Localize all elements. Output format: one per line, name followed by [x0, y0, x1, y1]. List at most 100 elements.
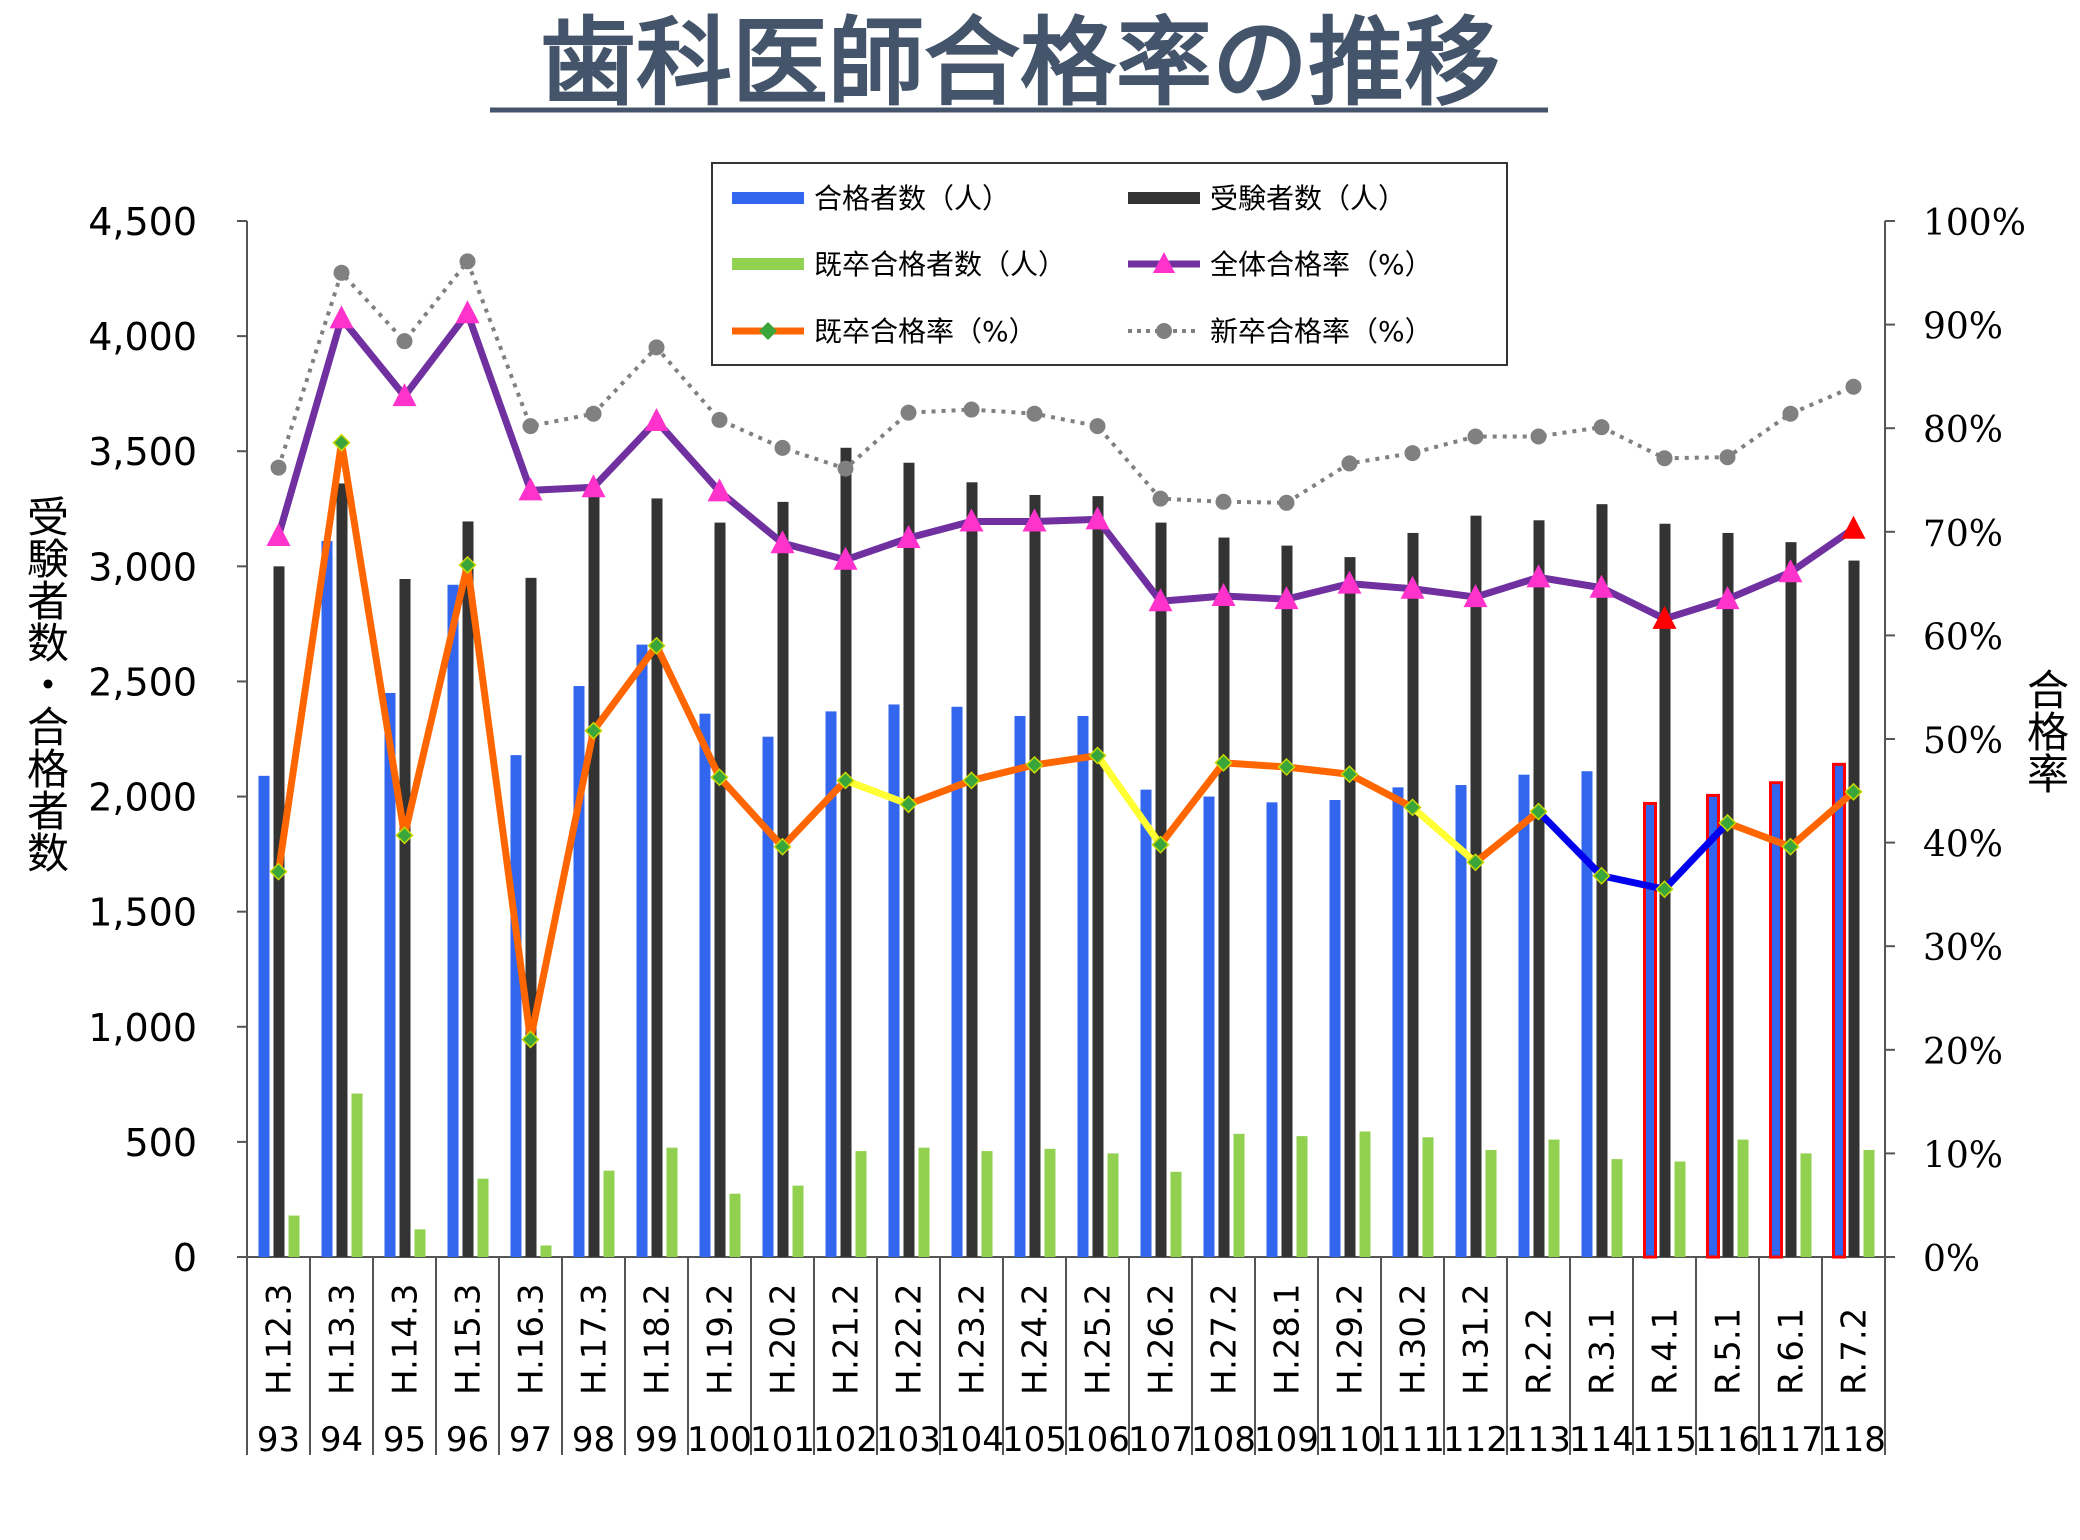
line-repeat-rate-segment [1220, 759, 1290, 771]
bar-repeat-passers [351, 1093, 363, 1257]
point-repeat-rate [395, 826, 414, 845]
line-repeat-rate-segment [653, 642, 723, 781]
exam-number-label: 95 [383, 1420, 426, 1460]
line-repeat-rate-segment [1346, 770, 1416, 811]
point-new-rate [522, 418, 539, 435]
y2-tick-label: 50% [1923, 721, 2003, 762]
point-repeat-rate [899, 795, 918, 814]
bar-passers [1329, 800, 1341, 1257]
x-tick-label: R.5.1 [1709, 1308, 1749, 1395]
bar-repeat-passers [1674, 1161, 1686, 1257]
bar-passers [1140, 789, 1152, 1257]
legend-box [711, 162, 1508, 366]
bar-passers [1832, 762, 1846, 1259]
exam-number-label: 116 [1695, 1420, 1760, 1460]
point-new-rate [1593, 419, 1610, 436]
point-overall-rate [581, 474, 606, 498]
point-overall-rate [1463, 584, 1488, 608]
legend-label-repeat-rate: 既卒合格率（%） [814, 315, 1037, 348]
line-repeat-rate-segment [716, 773, 786, 851]
exam-number-label: 112 [1443, 1420, 1508, 1460]
line-repeat-rate-segment [842, 776, 912, 808]
point-overall-rate [518, 477, 543, 501]
point-new-rate [1152, 490, 1169, 507]
y2-tick-label: 0% [1923, 1239, 1980, 1280]
y-tick-label: 1,000 [88, 1006, 197, 1050]
bar-examinees [1407, 532, 1419, 1257]
point-new-rate [1404, 445, 1421, 462]
line-repeat-rate-segment [1535, 808, 1605, 880]
point-new-rate [774, 439, 791, 456]
y2-axis-title: 合格率 [2021, 668, 2070, 794]
point-overall-rate [1337, 570, 1362, 594]
exam-number-label: 103 [876, 1420, 941, 1460]
line-repeat-rate-segment [1724, 819, 1794, 851]
point-overall-rate [1841, 515, 1866, 539]
x-tick-label: H.15.3 [449, 1284, 489, 1395]
exam-number-label: 94 [320, 1420, 363, 1460]
point-overall-rate [1274, 586, 1299, 610]
legend-swatch-passers [732, 192, 804, 204]
exam-number-label: 97 [509, 1420, 552, 1460]
exam-number-label: 101 [750, 1420, 815, 1460]
y-tick-label: 1,500 [88, 891, 197, 935]
bar-examinees [1155, 522, 1167, 1257]
bar-repeat-passers [1863, 1149, 1875, 1257]
exam-number-label: 110 [1317, 1420, 1382, 1460]
legend-swatch-examinees [1128, 192, 1200, 204]
bar-examinees [840, 447, 852, 1257]
exam-number-label: 105 [1002, 1420, 1067, 1460]
bar-examinees [336, 483, 348, 1257]
legend-label-repeat-passers: 既卒合格者数（人） [814, 248, 1066, 281]
point-overall-rate [1400, 575, 1425, 599]
exam-number-label: 100 [687, 1420, 752, 1460]
bar-passers [825, 711, 837, 1257]
bar-repeat-passers [540, 1245, 552, 1257]
point-overall-rate [644, 407, 669, 431]
point-new-rate [1089, 418, 1106, 435]
point-repeat-rate [1529, 802, 1548, 821]
x-tick-label: R.7.2 [1835, 1308, 1875, 1395]
y-tick-label: 2,500 [88, 660, 197, 704]
y-tick-label: 3,500 [88, 430, 197, 474]
bar-repeat-passers [1296, 1136, 1308, 1257]
point-repeat-rate [269, 862, 288, 881]
bar-examinees [525, 577, 537, 1257]
line-repeat-rate-segment [401, 561, 471, 839]
bar-passers [258, 775, 270, 1257]
plot-area: 0 500 1,000 1,500 2,000 2,500 3,000 3,500 4,000 4… [88, 200, 2026, 1460]
point-new-rate [1782, 405, 1799, 422]
bar-examinees [588, 490, 600, 1257]
bar-passers [699, 713, 711, 1257]
point-new-rate [900, 404, 917, 421]
point-repeat-rate [1340, 765, 1359, 784]
bar-repeat-passers [477, 1178, 489, 1257]
point-repeat-rate [647, 636, 666, 655]
line-repeat-rate-segment [1094, 752, 1164, 849]
point-overall-rate [455, 300, 480, 324]
bar-repeat-passers [855, 1151, 867, 1257]
bar-repeat-passers [1107, 1153, 1119, 1257]
exam-number-label: 109 [1254, 1420, 1319, 1460]
line-repeat-rate-segment [1472, 808, 1542, 866]
point-new-rate [270, 459, 287, 476]
y-tick-label: 2,000 [88, 776, 197, 820]
point-repeat-rate [773, 837, 792, 856]
line-repeat-rate-segment [1283, 763, 1353, 778]
point-repeat-rate [1781, 837, 1800, 856]
point-new-rate [1845, 378, 1862, 395]
exam-number-label: 111 [1380, 1420, 1445, 1460]
point-new-rate [585, 405, 602, 422]
bar-examinees [1281, 545, 1293, 1257]
bar-examinees [1092, 496, 1104, 1257]
exam-number-label: 108 [1191, 1420, 1256, 1460]
line-overall-rate [275, 309, 1856, 623]
x-tick-label: H.31.2 [1457, 1284, 1497, 1395]
point-overall-rate [770, 530, 795, 554]
point-repeat-rate [1025, 755, 1044, 774]
bar-passers [1077, 715, 1089, 1257]
bar-examinees [1470, 515, 1482, 1257]
exam-number-label: 107 [1128, 1420, 1193, 1460]
point-repeat-rate [1466, 853, 1485, 872]
